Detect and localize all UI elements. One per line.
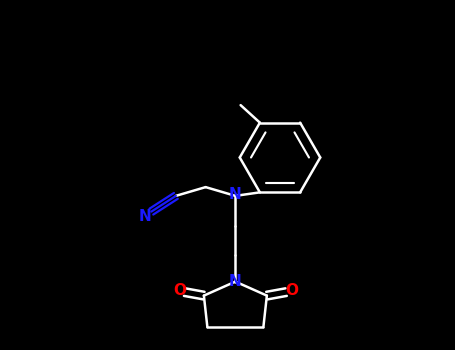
Text: O: O (285, 283, 298, 298)
Text: N: N (139, 209, 152, 224)
Text: N: N (229, 274, 242, 289)
Text: N: N (229, 187, 242, 202)
Text: O: O (173, 283, 186, 298)
